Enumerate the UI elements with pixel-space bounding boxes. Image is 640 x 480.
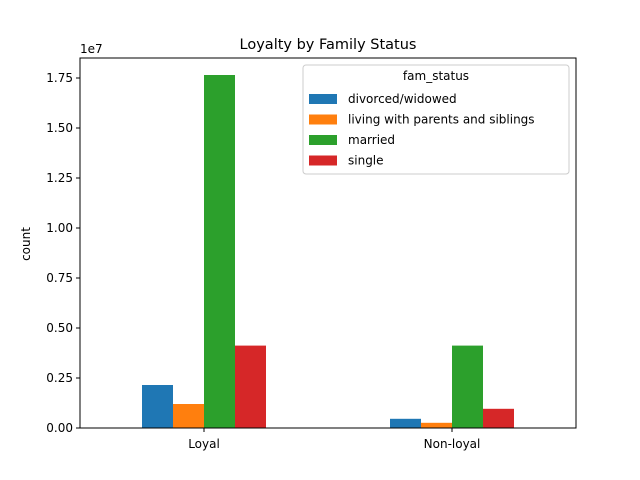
legend-swatch-1 [309, 114, 337, 125]
y-tick-label: 1.25 [46, 171, 73, 185]
legend-swatch-0 [309, 94, 337, 104]
bars-group [142, 75, 514, 428]
y-axis: 0.00 0.25 0.50 0.75 1.00 1.25 1.50 1.75 [46, 71, 80, 435]
y-axis-label: count [19, 227, 33, 261]
legend-label-3: single [348, 154, 384, 168]
legend-label-1: living with parents and siblings [348, 113, 535, 127]
legend-title: fam_status [403, 69, 469, 83]
bar-3-1 [483, 408, 514, 428]
y-tick-label: 1.75 [46, 71, 73, 85]
bar-3-0 [235, 345, 266, 428]
y-offset-label: 1e7 [80, 42, 103, 56]
bar-0-1 [390, 418, 421, 428]
y-tick-label: 0.50 [46, 321, 73, 335]
x-tick-label: Non-loyal [424, 437, 481, 451]
legend-label-2: married [348, 133, 395, 147]
chart-title: Loyalty by Family Status [240, 37, 417, 53]
y-tick-label: 0.25 [46, 371, 73, 385]
bar-2-0 [204, 75, 235, 428]
legend: fam_status divorced/widowed living with pa… [302, 64, 570, 175]
y-tick-label: 1.00 [46, 221, 73, 235]
bar-1-0 [173, 404, 204, 428]
legend-swatch-2 [309, 135, 337, 145]
legend-box [302, 64, 570, 175]
legend-label-0: divorced/widowed [348, 92, 457, 106]
bar-0-0 [142, 385, 173, 428]
y-tick-label: 0.75 [46, 271, 73, 285]
y-tick-label: 1.50 [46, 121, 73, 135]
bar-2-1 [452, 345, 483, 428]
y-tick-label: 0.00 [46, 421, 73, 435]
x-tick-label: Loyal [188, 437, 220, 451]
legend-swatch-3 [309, 155, 337, 166]
x-axis: Loyal Non-loyal [188, 428, 480, 451]
bar-1-1 [421, 422, 452, 428]
plot-frame [79, 57, 577, 429]
